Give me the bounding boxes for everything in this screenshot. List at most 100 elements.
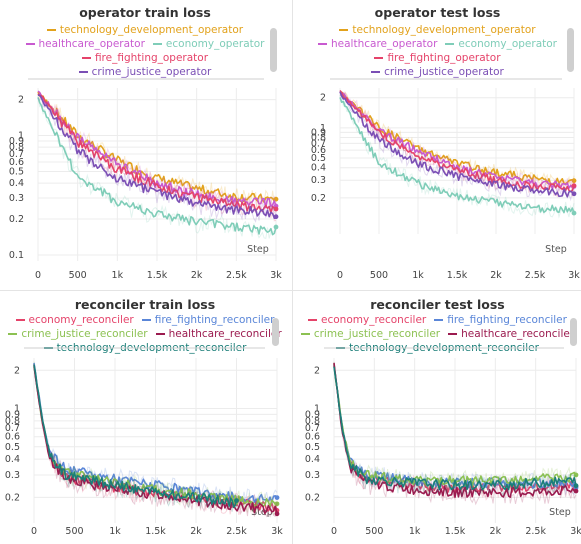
series-line[interactable]	[339, 90, 575, 193]
series-line[interactable]	[37, 97, 277, 236]
y-tick-label: 0.7	[5, 423, 20, 434]
y-tick-label: 0.2	[311, 193, 326, 204]
y-tick-label: 0.1	[9, 250, 24, 261]
x-tick-label: 500	[365, 526, 383, 537]
y-tick-label: 0.7	[9, 149, 24, 160]
legend-item[interactable]: fire_fighting_operator	[81, 52, 208, 65]
legend-label: economy_operator	[458, 38, 557, 50]
series-line[interactable]	[339, 97, 575, 214]
y-tick-label: 0.9	[5, 409, 20, 420]
series-line[interactable]	[339, 91, 575, 198]
legend-item[interactable]: fire_fighting_operator	[374, 52, 501, 65]
legend-scrollbar[interactable]	[272, 318, 279, 346]
series-line[interactable]	[33, 364, 238, 509]
series-end-point	[274, 501, 280, 507]
legend-item[interactable]: healthcare_operator	[25, 38, 145, 51]
plot-area: 0.2 0.3 0.40.50.60.70.80.91 2 0 500 1k 1.5k 2k 2.…	[305, 347, 581, 537]
legend-label: economy_operator	[165, 38, 265, 50]
y-tick-label: 0.8	[5, 416, 20, 427]
y-tick-label: 0.4	[311, 163, 326, 174]
legend-swatch	[308, 319, 318, 321]
legend-item[interactable]: crime_justice_reconciler	[300, 328, 440, 341]
legend-item[interactable]: healthcare_operator	[318, 38, 437, 51]
series-end-point	[571, 183, 577, 189]
series-line[interactable]	[37, 91, 277, 203]
legend-label: economy_reconciler	[28, 314, 134, 326]
x-tick-label: 2k	[190, 526, 202, 537]
x-tick-label: 1.5k	[447, 270, 468, 281]
x-axis-label: Step	[247, 244, 269, 255]
x-tick-label: 2.5k	[226, 526, 247, 537]
legend-row: crime_justice_reconciler healthcare_recon…	[0, 328, 290, 342]
legend-label: healthcare_reconciler	[168, 328, 282, 340]
series-line[interactable]	[37, 94, 277, 220]
legend-item[interactable]: technology_development_operator	[339, 24, 536, 37]
legend-swatch	[318, 43, 327, 45]
y-tick-label: 0.8	[9, 142, 24, 153]
series-raw-line	[339, 90, 575, 195]
legend-item[interactable]: economy_reconciler	[308, 314, 426, 327]
legend-item[interactable]: economy_reconciler	[15, 314, 134, 327]
legend-row: healthcare_operator economy_operator	[294, 38, 581, 52]
series-line[interactable]	[37, 93, 277, 214]
legend-swatch	[374, 57, 384, 59]
legend-item[interactable]: fire_fighting_reconciler	[434, 314, 567, 327]
x-tick-label: 1.5k	[147, 270, 168, 281]
series-line[interactable]	[333, 363, 577, 487]
legend-swatch	[339, 29, 349, 31]
x-tick-label: 2.5k	[226, 270, 247, 281]
x-tick-label: 500	[65, 526, 83, 537]
legend-swatch	[300, 333, 310, 335]
y-tick-label: 0.8	[305, 416, 320, 427]
x-tick-label: 2k	[490, 270, 502, 281]
x-tick-label: 0	[35, 270, 41, 281]
y-tick-label: 2	[18, 95, 24, 106]
series-raw-line	[339, 94, 575, 219]
x-tick-label: 3k	[270, 270, 282, 281]
y-tick-label: 0.5	[9, 167, 24, 178]
legend-swatch	[46, 29, 56, 31]
series-end-point	[573, 483, 579, 489]
legend-label: healthcare_operator	[38, 38, 145, 50]
y-tick-label: 0.6	[311, 145, 326, 156]
series-raw-line	[339, 92, 575, 202]
series-end-point	[571, 210, 577, 216]
x-tick-label: 1.5k	[445, 526, 466, 537]
legend-item[interactable]: crime_justice_operator	[371, 66, 504, 79]
legend-swatch	[448, 333, 458, 335]
legend-item[interactable]: healthcare_reconciler	[155, 328, 282, 341]
legend-label: technology_development_operator	[352, 24, 536, 36]
x-tick-label: 0	[337, 270, 343, 281]
series-end-point	[274, 495, 280, 500]
legend-scrollbar[interactable]	[270, 28, 277, 72]
y-tick-label: 0.2	[305, 492, 320, 503]
chart-title: operator test loss	[374, 5, 501, 20]
legend-item[interactable]: crime_justice_operator	[78, 66, 211, 79]
y-tick-label: 0.3	[305, 470, 320, 481]
legend-swatch	[152, 43, 162, 45]
legend-label: fire_fighting_reconciler	[154, 314, 275, 326]
legend-item[interactable]: technology_development_operator	[46, 24, 243, 37]
x-tick-label: 500	[370, 270, 388, 281]
chart-title: operator train loss	[79, 5, 211, 20]
legend-item[interactable]: economy_operator	[152, 38, 265, 51]
y-tick-label: 0.9	[305, 409, 320, 420]
legend-row: crime_justice_reconciler healthcare_recon…	[294, 328, 581, 342]
series-line[interactable]	[339, 91, 575, 185]
y-tick-label: 1	[314, 404, 320, 415]
legend-item[interactable]: healthcare_reconciler	[448, 328, 574, 341]
x-tick-label: 3k	[568, 270, 580, 281]
legend-scrollbar[interactable]	[567, 28, 574, 72]
legend-item[interactable]: crime_justice_reconciler	[8, 328, 148, 341]
series-end-point	[273, 224, 279, 230]
legend-item[interactable]: economy_operator	[445, 38, 557, 51]
legend-item[interactable]: fire_fighting_reconciler	[141, 314, 275, 327]
legend-label: crime_justice_reconciler	[21, 328, 148, 340]
legend-row: fire_fighting_operator	[0, 52, 290, 66]
legend-row: crime_justice_operator	[0, 66, 290, 80]
chart-panel-reconciler-train-loss: reconciler train loss economy_reconciler…	[0, 292, 290, 544]
chart-legend: technology_development_operator healthcar…	[0, 24, 290, 80]
series-line[interactable]	[333, 366, 577, 491]
series-end-point	[273, 206, 279, 212]
legend-scrollbar[interactable]	[570, 318, 577, 346]
